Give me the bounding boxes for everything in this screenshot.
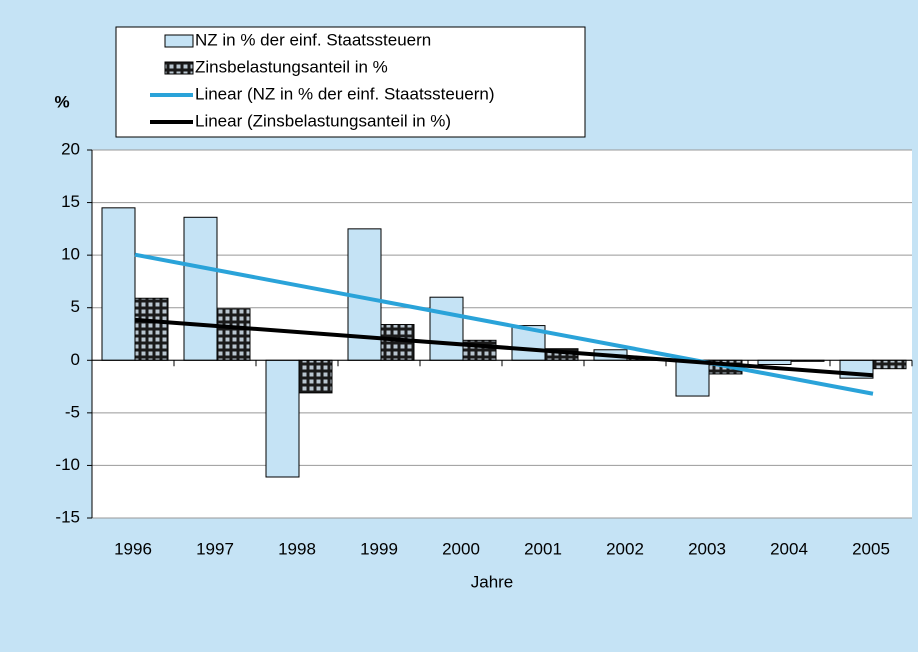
x-axis-label: Jahre (471, 572, 514, 591)
bar (134, 297, 169, 361)
y-tick-label: 15 (61, 192, 80, 211)
x-tick-label: 2004 (770, 539, 808, 558)
bar (298, 359, 333, 394)
legend-label: NZ in % der einf. Staatssteuern (195, 30, 431, 49)
y-axis-label: % (54, 92, 69, 111)
x-tick-label: 2002 (606, 539, 644, 558)
y-tick-label: -5 (65, 402, 80, 421)
x-tick-label: 2001 (524, 539, 562, 558)
bar (429, 296, 464, 361)
legend (115, 26, 586, 138)
y-tick-label: 20 (61, 139, 80, 158)
bar (675, 359, 710, 397)
bar (757, 359, 792, 365)
legend-label: Zinsbelastungsanteil in % (195, 57, 388, 76)
y-tick-label: 10 (61, 245, 80, 264)
legend-label: Linear (Zinsbelastungsanteil in %) (195, 111, 451, 130)
bar (216, 308, 251, 361)
x-tick-label: 1996 (114, 539, 152, 558)
y-tick-label: 0 (71, 350, 80, 369)
x-tick-label: 1997 (196, 539, 234, 558)
bar (872, 359, 907, 370)
trendline (134, 317, 874, 378)
bar (183, 216, 218, 361)
legend-label: Linear (NZ in % der einf. Staatssteuern) (195, 84, 495, 103)
y-tick-label: -15 (55, 507, 80, 526)
trendline (134, 252, 874, 396)
x-tick-label: 2005 (852, 539, 890, 558)
y-tick-label: 5 (71, 297, 80, 316)
bar (265, 359, 300, 478)
x-tick-label: 1999 (360, 539, 398, 558)
y-tick-label: -10 (55, 455, 80, 474)
bar (101, 207, 136, 361)
legend-swatch (164, 61, 194, 75)
x-tick-label: 2000 (442, 539, 480, 558)
x-tick-label: 1998 (278, 539, 316, 558)
x-tick-label: 2003 (688, 539, 726, 558)
legend-swatch (164, 34, 194, 48)
